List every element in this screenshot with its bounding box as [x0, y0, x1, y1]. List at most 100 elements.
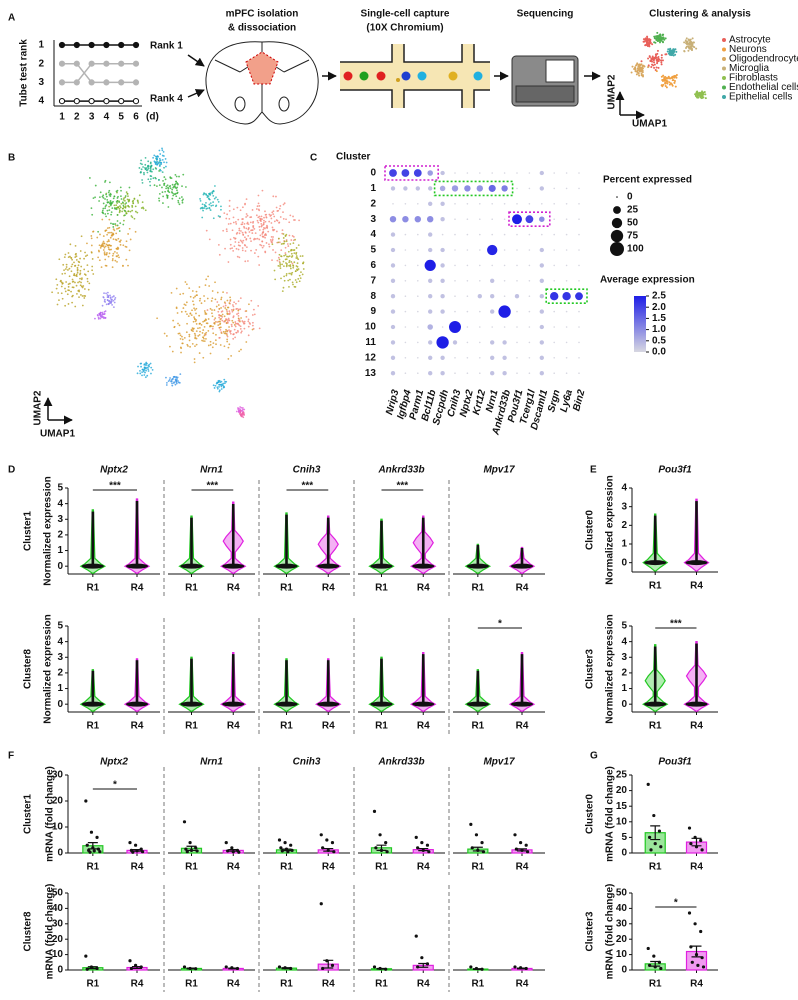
umap-point [241, 223, 244, 226]
rank-point [58, 98, 66, 105]
data-point [689, 945, 693, 949]
expression-dot [553, 341, 555, 344]
umap-point [233, 245, 236, 248]
arrow [187, 89, 205, 98]
data-point [420, 956, 424, 960]
umap-point [231, 304, 234, 306]
umap-point [249, 221, 252, 224]
step-title: Clustering & analysis [649, 9, 751, 20]
umap-point [115, 204, 118, 207]
umap-point [99, 233, 101, 236]
violin-points [326, 660, 330, 705]
umap-point [226, 338, 229, 341]
umap-point [57, 292, 60, 294]
umap-point [224, 304, 227, 307]
umap-point [211, 327, 214, 330]
umap-point [263, 219, 265, 222]
umap-point [243, 222, 246, 225]
x-tick-label: R1 [649, 862, 662, 873]
panel-label: B [8, 153, 15, 164]
umap-point [232, 309, 235, 312]
umap-point [77, 289, 80, 292]
data-point [326, 848, 330, 853]
umap-point [107, 212, 109, 215]
expression-dot [428, 355, 433, 360]
size-legend-dot [613, 206, 621, 214]
umap-point [273, 215, 276, 218]
expression-dot [516, 187, 518, 190]
umap-point [236, 307, 238, 310]
umap-point [232, 321, 235, 324]
umap-point [282, 218, 285, 220]
legend-swatch [722, 57, 726, 61]
umap-point [161, 154, 164, 157]
umap-point [221, 384, 224, 387]
umap-point [212, 204, 214, 207]
size-legend-label: 75 [627, 231, 639, 242]
x-tick-label: R1 [375, 583, 388, 594]
umap-point [192, 328, 195, 331]
umap-point [109, 192, 112, 195]
umap-point [297, 268, 300, 270]
expression-dot [440, 201, 445, 206]
expression-dot [479, 233, 481, 236]
umap-point [282, 260, 285, 263]
umap-point [225, 217, 228, 220]
umap-point [154, 161, 157, 164]
umap-point [107, 231, 110, 234]
umap-point [206, 309, 209, 311]
umap-point [107, 239, 110, 241]
umap-point [73, 261, 75, 264]
data-point [519, 966, 523, 970]
data-point [480, 841, 484, 845]
y-axis-title: mRNA (fold change) [45, 766, 56, 862]
umap-point [686, 40, 689, 43]
umap-point [683, 41, 686, 44]
data-point [283, 841, 287, 845]
data-point [469, 965, 473, 969]
umap-point [164, 158, 167, 160]
umap-point [656, 49, 659, 52]
umap-point [665, 86, 668, 89]
expression-dot [428, 232, 433, 237]
expression-dot [539, 278, 544, 283]
data-point [474, 833, 479, 837]
umap-point [192, 320, 195, 323]
umap-point [282, 286, 285, 289]
umap-point [151, 368, 154, 371]
panel-label: C [310, 153, 317, 164]
x-tick-label: R1 [280, 979, 293, 990]
umap-point [660, 56, 663, 59]
data-point [224, 965, 228, 969]
umap-point [244, 260, 247, 263]
umap-point [260, 224, 263, 227]
y-tick-label: 30 [52, 918, 64, 929]
umap-point [277, 264, 280, 267]
umap-point [255, 208, 258, 210]
expression-dot [528, 310, 531, 313]
umap-point [279, 265, 281, 268]
violin-points [285, 514, 288, 567]
umap-point [193, 361, 196, 364]
x-tick-label: R1 [86, 862, 99, 873]
data-point [427, 850, 431, 854]
x-tick-label: R4 [516, 721, 529, 732]
umap-point [211, 312, 213, 315]
umap-point [177, 199, 180, 202]
umap-point [298, 219, 300, 222]
data-point [659, 966, 663, 971]
umap-point [217, 324, 220, 327]
umap-point [70, 290, 72, 293]
umap-point [275, 219, 278, 221]
umap-point [149, 162, 152, 165]
violin-points [380, 658, 383, 705]
umap-point [71, 258, 73, 261]
umap-point [222, 330, 225, 333]
umap-point [226, 299, 229, 302]
umap-point [231, 319, 234, 322]
umap-point [90, 251, 93, 254]
cluster-label: 6 [370, 260, 376, 271]
umap-point [675, 76, 678, 79]
umap-point [258, 229, 261, 231]
expression-dot [565, 203, 568, 205]
